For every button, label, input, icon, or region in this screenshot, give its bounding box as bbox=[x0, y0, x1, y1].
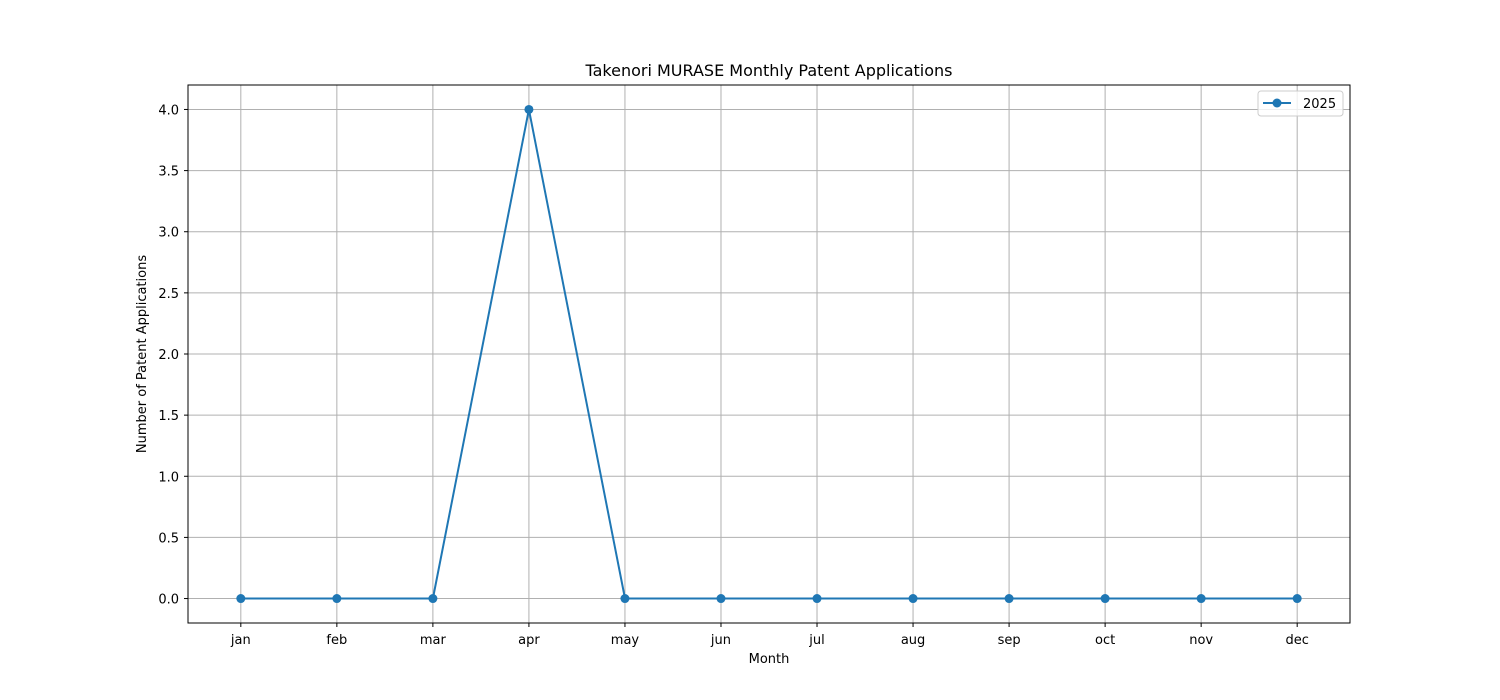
y-tick-label: 3.5 bbox=[158, 165, 179, 180]
x-tick-label: feb bbox=[326, 633, 347, 648]
x-tick-label: jul bbox=[808, 633, 824, 648]
y-tick-label: 1.5 bbox=[158, 409, 179, 424]
x-tick-label: apr bbox=[518, 633, 540, 648]
data-point-jun bbox=[716, 594, 725, 603]
y-tick-label: 0.0 bbox=[158, 593, 179, 608]
data-point-aug bbox=[909, 594, 918, 603]
data-point-dec bbox=[1293, 594, 1302, 603]
data-point-jan bbox=[236, 594, 245, 603]
y-tick-label: 0.5 bbox=[158, 531, 179, 546]
y-tick-label: 1.0 bbox=[158, 470, 179, 485]
x-tick-label: jun bbox=[710, 633, 731, 648]
legend: 2025 bbox=[1258, 91, 1343, 116]
data-point-oct bbox=[1101, 594, 1110, 603]
data-point-mar bbox=[428, 594, 437, 603]
y-tick-label: 3.0 bbox=[158, 226, 179, 241]
x-tick-label: nov bbox=[1189, 633, 1213, 648]
data-point-apr bbox=[524, 105, 533, 114]
data-point-jul bbox=[813, 594, 822, 603]
data-point-nov bbox=[1197, 594, 1206, 603]
legend-marker-2025 bbox=[1273, 99, 1282, 108]
x-axis-label: Month bbox=[749, 652, 790, 667]
data-point-sep bbox=[1005, 594, 1014, 603]
chart-title: Takenori MURASE Monthly Patent Applicati… bbox=[584, 61, 952, 80]
y-axis-label: Number of Patent Applications bbox=[135, 255, 150, 453]
y-tick-label: 2.5 bbox=[158, 287, 179, 302]
y-tick-label: 2.0 bbox=[158, 348, 179, 363]
legend-label-2025: 2025 bbox=[1303, 97, 1336, 112]
data-point-may bbox=[620, 594, 629, 603]
x-tick-label: dec bbox=[1285, 633, 1308, 648]
data-point-feb bbox=[332, 594, 341, 603]
x-tick-label: may bbox=[611, 633, 640, 648]
x-tick-label: jan bbox=[230, 633, 251, 648]
x-tick-label: sep bbox=[998, 633, 1021, 648]
x-tick-label: oct bbox=[1095, 633, 1115, 648]
x-tick-label: aug bbox=[901, 633, 925, 648]
x-tick-label: mar bbox=[420, 633, 447, 648]
y-tick-label: 4.0 bbox=[158, 103, 179, 118]
